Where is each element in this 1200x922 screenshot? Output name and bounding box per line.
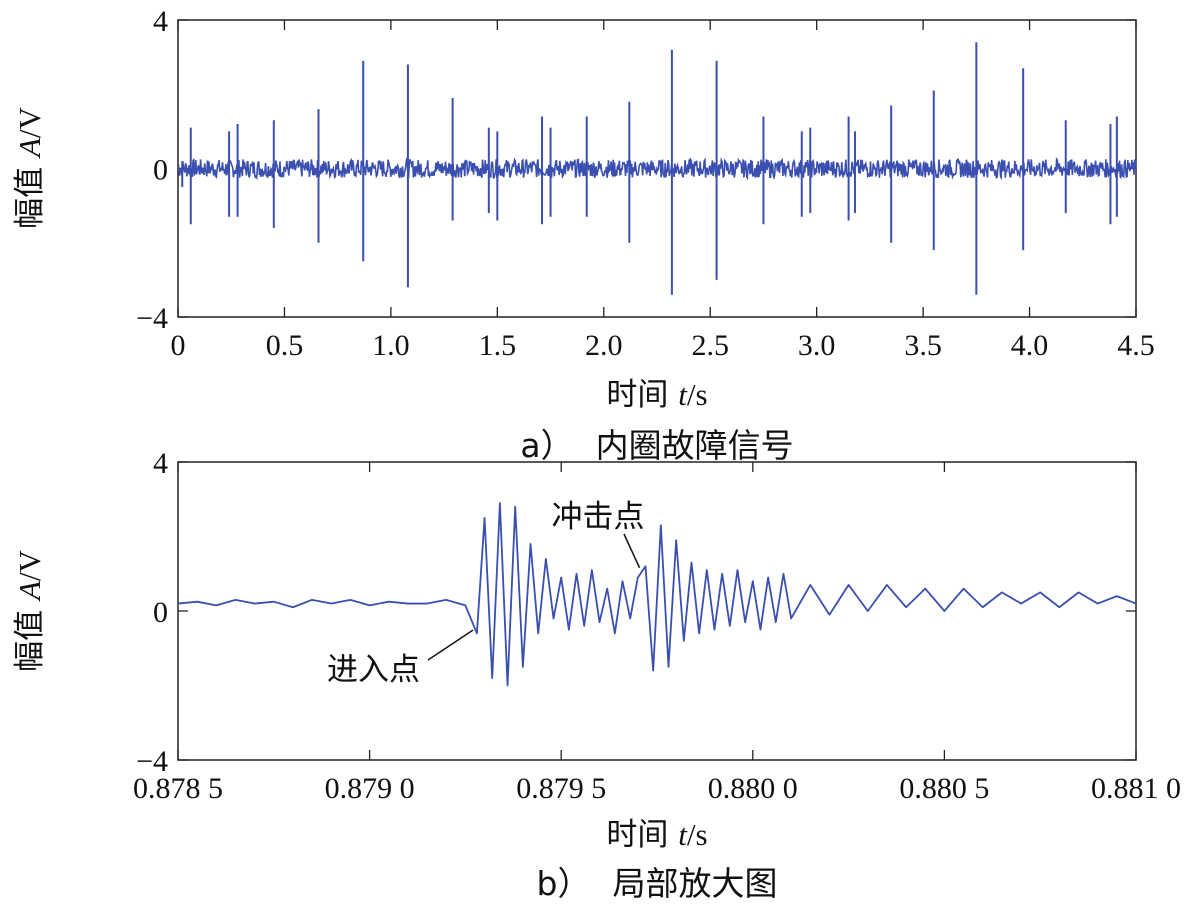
panel-a-caption-label: a）: [520, 426, 573, 465]
x-tick-label: 0.880 0: [708, 772, 798, 805]
x-tick-label: 4.5: [1117, 329, 1155, 362]
y-tick-label: 4: [153, 5, 168, 38]
entry-point-leader: [427, 629, 474, 661]
x-tick-label: 1.5: [479, 329, 517, 362]
impact-point-label: 冲击点: [552, 499, 645, 535]
panel-a-inner-ring-fault-signal: 0 0.5 1.0 1.5 2.0 2.5 3.0 3.5 4.0 4.5 −404 时间 t/s…: [12, 5, 1155, 465]
panel-b-caption-label: b）: [537, 864, 591, 903]
y-tick-label: 0: [153, 154, 168, 187]
y-tick-label: −4: [136, 302, 168, 335]
x-tick-label: 0.879 5: [516, 772, 606, 805]
x-tick-label: 3.0: [798, 329, 836, 362]
panel-b-annotations: 进入点 冲击点: [327, 499, 645, 688]
panel-b-x-axis-label: 时间 t/s: [606, 817, 707, 853]
impact-point-leader: [623, 533, 641, 569]
x-tick-label: 0.878 5: [133, 772, 223, 805]
panel-a-y-axis-label: 幅值 A/V: [12, 106, 48, 228]
panel-b-caption: b） 局部放大图: [537, 864, 778, 903]
panel-b-zoomed-view: 0.878 5 0.879 0 0.879 5 0.880 0 0.880 5 0.881…: [12, 447, 1181, 903]
entry-point-label: 进入点: [327, 652, 420, 688]
x-tick-label: 1.0: [372, 329, 410, 362]
x-tick-label: 2.0: [585, 329, 623, 362]
panel-a-x-tick-labels: 0 0.5 1.0 1.5 2.0 2.5 3.0 3.5 4.0 4.5: [171, 329, 1155, 362]
panel-a-caption-title: 内圈故障信号: [596, 426, 794, 465]
x-tick-label: 4.0: [1011, 329, 1049, 362]
panel-b-y-tick-labels: −4 0 4: [136, 447, 168, 778]
panel-a-series-signal: [177, 42, 1137, 295]
panel-b-x-tick-labels: 0.878 5 0.879 0 0.879 5 0.880 0 0.880 5 0.881…: [133, 772, 1181, 805]
panel-a-y-tick-labels: −4 0 4: [136, 5, 168, 335]
y-tick-label: −4: [136, 745, 168, 778]
noise-trace: [177, 156, 1137, 181]
x-tick-label: 0.881 0: [1091, 772, 1181, 805]
panel-b-caption-title: 局部放大图: [612, 864, 777, 903]
panel-b-series-signal: [177, 502, 1137, 687]
x-tick-label: 3.5: [904, 329, 942, 362]
x-tick-label: 0.5: [266, 329, 304, 362]
y-tick-label: 0: [153, 596, 168, 629]
x-tick-label: 0: [171, 329, 186, 362]
panel-a-x-axis-label: 时间 t/s: [606, 377, 707, 413]
x-tick-label: 0.880 5: [899, 772, 989, 805]
x-tick-label: 2.5: [691, 329, 729, 362]
panel-b-y-axis-label: 幅值 A/V: [12, 549, 48, 671]
x-tick-label: 0.879 0: [325, 772, 415, 805]
panel-a-caption: a） 内圈故障信号: [520, 426, 793, 465]
panel-b-ticks: [177, 461, 1137, 761]
y-tick-label: 4: [153, 447, 168, 480]
waveform-line: [177, 502, 1137, 687]
